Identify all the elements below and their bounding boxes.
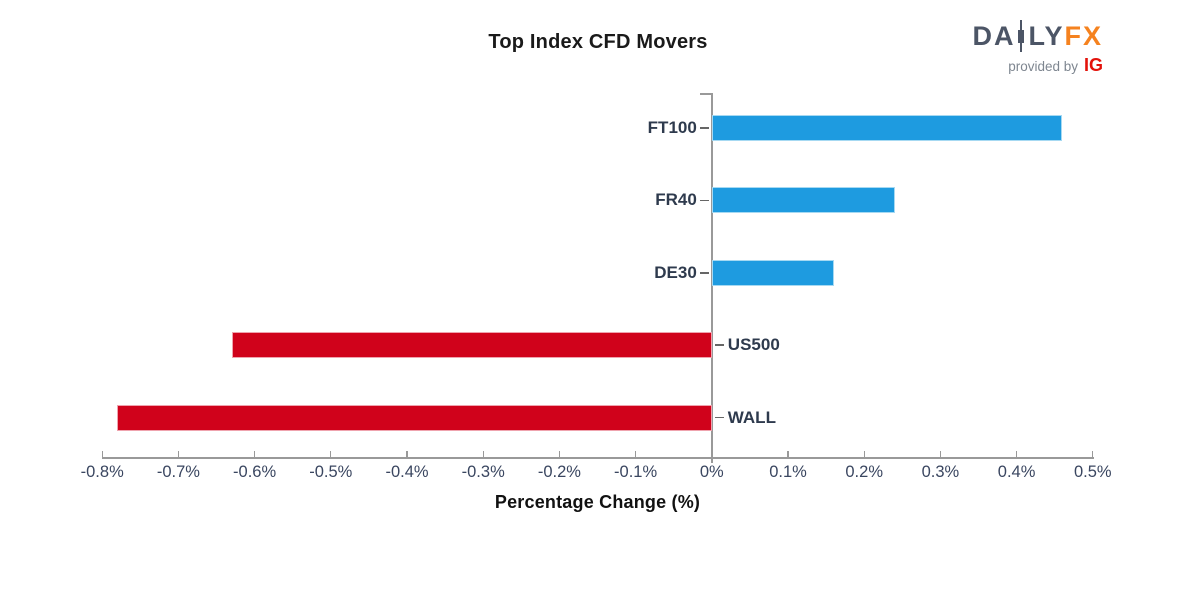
provided-by-text: provided by [1008, 59, 1078, 74]
category-tick-us500 [714, 344, 724, 346]
logo-text-da: DA [972, 21, 1016, 51]
logo-text-fx: FX [1064, 21, 1103, 51]
x-axis-tick-label: -0.7% [156, 463, 200, 481]
x-axis-tick-label: -0.3% [461, 463, 505, 481]
x-axis-tick [1016, 451, 1018, 457]
provided-by-row: provided by IG [972, 55, 1103, 76]
category-label-fr40: FR40 [655, 190, 697, 210]
x-axis-tick [787, 451, 789, 457]
x-axis-tick-label: 0.2% [845, 463, 883, 481]
x-axis-tick-label: 0.4% [997, 463, 1036, 481]
x-axis-tick-label: -0.2% [537, 463, 581, 481]
category-tick-fr40 [699, 199, 709, 202]
x-axis-tick [101, 451, 103, 457]
x-axis-tick [330, 451, 332, 457]
category-tick-wall [714, 416, 724, 419]
category-label-de30: DE30 [654, 262, 697, 282]
x-axis-title: Percentage Change (%) [494, 492, 701, 512]
x-axis-tick [863, 451, 865, 457]
x-axis-tick-label: 0.5% [1073, 463, 1112, 481]
x-axis-tick-label: 0.3% [921, 463, 960, 481]
y-axis-top-tick [699, 93, 712, 95]
x-axis-tick-label: -0.8% [80, 463, 124, 481]
x-axis-tick-label: -0.1% [614, 463, 658, 481]
dailyfx-logo: DA LY FX provided by IG [972, 20, 1103, 76]
bar-wall [117, 404, 712, 431]
x-axis-tick [1092, 451, 1094, 457]
x-axis-tick-label: 0% [699, 463, 724, 481]
category-label-wall: WALL [727, 407, 776, 427]
x-axis-tick [635, 451, 637, 457]
x-axis-tick [177, 451, 179, 457]
x-axis-tick [406, 451, 408, 457]
bar-ft100 [711, 115, 1063, 141]
x-axis-line [102, 457, 1094, 459]
bar-de30 [711, 259, 834, 286]
candlestick-icon [1016, 20, 1026, 52]
x-axis-tick-label: -0.5% [309, 463, 353, 481]
category-label-us500: US500 [727, 335, 780, 355]
x-axis-tick [558, 451, 560, 457]
chart-title: Top Index CFD Movers [488, 31, 708, 53]
x-axis-tick [482, 451, 484, 457]
dailyfx-wordmark: DA LY FX [972, 20, 1103, 52]
category-tick-ft100 [699, 127, 709, 129]
logo-text-ly: LY [1028, 21, 1065, 51]
x-axis-tick-label: -0.4% [385, 463, 429, 481]
bar-us500 [231, 332, 712, 359]
x-axis-tick-label: -0.6% [233, 463, 277, 481]
ig-logo: IG [1083, 55, 1103, 75]
x-axis-tick [254, 451, 256, 457]
x-axis-tick-label: 0.1% [769, 463, 807, 481]
category-tick-de30 [699, 272, 709, 274]
x-axis-tick [939, 451, 941, 457]
category-label-ft100: FT100 [647, 118, 697, 137]
bar-fr40 [711, 187, 895, 214]
